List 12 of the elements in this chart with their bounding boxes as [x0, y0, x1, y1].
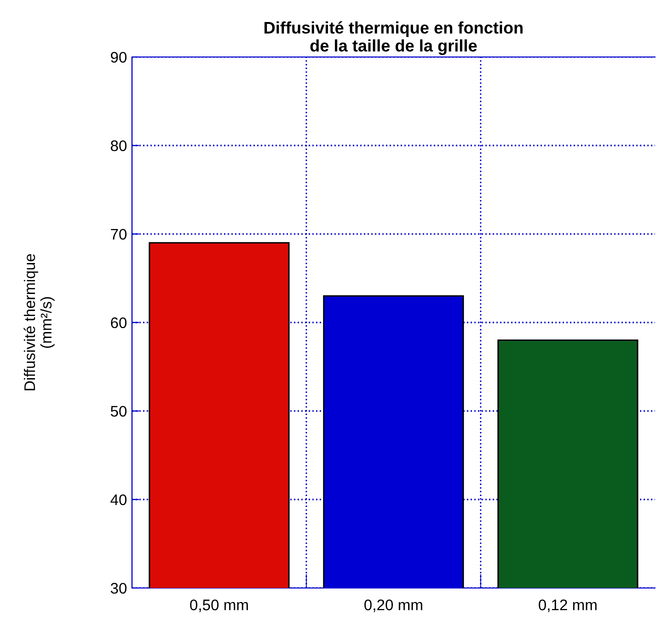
- y-tick-label: 80: [110, 140, 127, 152]
- y-axis-title: Diffusivité thermique (mm²/s): [24, 254, 55, 390]
- y-tick-label: 70: [110, 228, 127, 240]
- y-tick-label: 40: [110, 494, 127, 506]
- y-tick-label: 60: [110, 317, 127, 328]
- x-tick-label: 0,20 mm: [364, 600, 422, 612]
- y-tick-label: 50: [110, 406, 127, 417]
- y-tick-label: 30: [110, 582, 127, 594]
- chart-title: Diffusivité thermique en fonction de la taille de la grille: [264, 21, 523, 55]
- y-tick-label: 90: [110, 52, 127, 63]
- x-tick-label: 0,12 mm: [538, 600, 597, 612]
- x-tick-label: 0,50 mm: [190, 600, 248, 612]
